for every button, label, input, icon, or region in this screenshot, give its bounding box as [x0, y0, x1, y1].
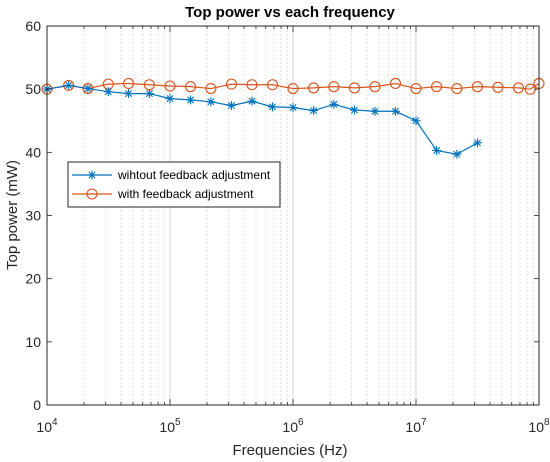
y-tick-label: 30: [25, 208, 41, 224]
series-2-point: [369, 81, 381, 93]
series-1-point: [452, 149, 462, 159]
legend-label-series-1: wihtout feedback adjustment: [117, 168, 271, 182]
series-1-point: [390, 106, 400, 116]
legend-marker-glyph: [87, 170, 97, 180]
y-axis-label: Top power (mW): [4, 160, 21, 270]
series-2-point: [328, 81, 340, 93]
series-2-point: [348, 82, 361, 94]
y-tick-label: 40: [25, 144, 41, 160]
chart-title: Top power vs each frequency: [185, 4, 395, 21]
series-1-point: [329, 99, 339, 109]
legend-label-series-2: with feedback adjustment: [117, 187, 254, 201]
plot-area: [41, 25, 545, 406]
series-1-point: [165, 94, 175, 104]
series-1-point: [411, 116, 421, 126]
series-1-point: [83, 84, 93, 94]
series-1-point: [124, 89, 134, 99]
x-tick-label: 108: [528, 417, 550, 435]
series-2-point: [389, 77, 402, 90]
series-2-point: [287, 82, 299, 95]
y-tick-label: 0: [33, 397, 41, 413]
series-2-point: [308, 82, 320, 94]
legend: wihtout feedback adjustment with feedbac…: [67, 161, 281, 208]
series-2-point: [471, 81, 484, 93]
legend-marker-series-2: [86, 188, 98, 200]
series-2-point: [431, 81, 443, 93]
series-1-point: [432, 145, 442, 155]
series-2-point: [185, 81, 197, 93]
series-1-point: [288, 102, 298, 112]
series-2-point: [63, 79, 75, 91]
series-1-point: [206, 97, 216, 107]
series-2-point: [266, 79, 279, 91]
legend-marker-glyph: [86, 188, 98, 200]
legend-box: [67, 161, 281, 208]
series-2-point: [492, 81, 504, 93]
series-1-line: [46, 84, 478, 155]
x-tick-label: 106: [282, 417, 304, 435]
series-1-point: [247, 96, 257, 106]
series-1-point: [103, 87, 113, 97]
series-2-point: [512, 82, 525, 94]
series-2-point: [246, 79, 258, 91]
series-2-point: [225, 78, 238, 90]
series-2-point: [82, 82, 94, 95]
legend-marker-series-1: [87, 170, 97, 180]
series-2-point: [164, 80, 176, 92]
series-2-point: [122, 77, 135, 90]
series-1-point: [309, 106, 319, 116]
x-tick-labels: 104 105 106 107 108: [36, 417, 550, 435]
series-1-point: [226, 101, 236, 111]
series-1-point: [472, 138, 482, 148]
y-tick-label: 20: [25, 271, 41, 287]
series-1-point: [370, 106, 380, 116]
series-1-point: [349, 105, 359, 115]
series-1-point: [267, 102, 277, 112]
series-2-point: [451, 82, 463, 95]
y-tick-label: 60: [25, 18, 41, 34]
axis-ticks: [46, 25, 540, 406]
y-tick-label: 10: [25, 334, 41, 350]
y-tick-label: 50: [25, 81, 41, 97]
series-2-point: [410, 82, 422, 95]
series-1-point: [64, 80, 74, 90]
series-layer: [41, 77, 545, 159]
series-2-line: [46, 82, 540, 90]
series-2-point: [205, 82, 217, 95]
y-tick-labels: 0 10 20 30 40 50 60: [25, 18, 41, 413]
x-tick-label: 104: [36, 417, 58, 435]
series-1-point: [186, 95, 196, 105]
grid-lines: [83, 26, 534, 405]
x-tick-label: 107: [405, 417, 427, 435]
x-tick-label: 105: [159, 417, 181, 435]
series-1-point: [144, 89, 154, 99]
x-axis-label: Frequencies (Hz): [232, 442, 347, 459]
